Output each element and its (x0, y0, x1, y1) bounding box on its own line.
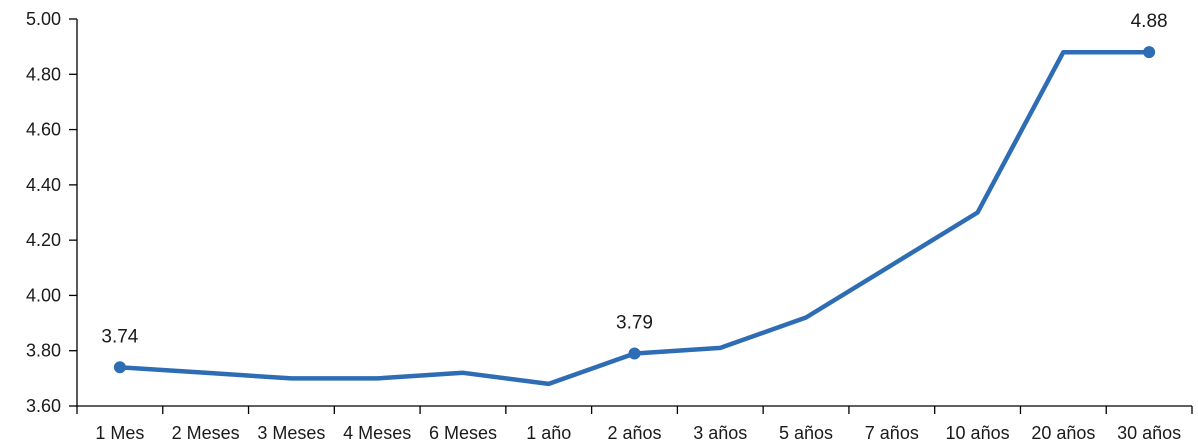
data-label: 3.74 (101, 326, 138, 347)
x-tick-label: 20 años (1031, 423, 1095, 443)
y-tick-label: 4.80 (26, 64, 61, 84)
data-label: 3.79 (616, 312, 653, 333)
x-tick-label: 6 Meses (429, 423, 497, 443)
x-tick-label: 30 años (1117, 423, 1181, 443)
x-tick-label: 2 años (607, 423, 661, 443)
y-tick-label: 3.80 (26, 341, 61, 361)
x-tick-label: 3 Meses (257, 423, 325, 443)
x-tick-label: 2 Meses (172, 423, 240, 443)
y-tick-label: 4.40 (26, 175, 61, 195)
x-tick-label: 1 Mes (95, 423, 144, 443)
axes (69, 18, 1193, 414)
y-tick-label: 3.60 (26, 396, 61, 416)
x-tick-label: 7 años (865, 423, 919, 443)
y-tick-label: 4.20 (26, 230, 61, 250)
tick-labels: 3.60 3.80 4.00 4.20 4.40 4.60 4.80 5.00 1 Mes 2 M… (26, 9, 1181, 443)
y-tick-label: 4.60 (26, 120, 61, 140)
x-tick-label: 1 año (526, 423, 571, 443)
x-tick-label: 10 años (946, 423, 1010, 443)
data-point-marker (628, 347, 641, 360)
x-tick-label: 4 Meses (343, 423, 411, 443)
y-tick-label: 4.00 (26, 285, 61, 305)
series-line (117, 49, 1152, 387)
data-labels: 3.74 3.79 4.88 (101, 11, 1167, 347)
series-layer (113, 46, 1156, 387)
x-tick-label: 5 años (779, 423, 833, 443)
data-point-marker (1143, 46, 1156, 59)
y-tick-label: 5.00 (26, 9, 61, 29)
data-point-marker (113, 361, 126, 374)
x-tick-label: 3 años (693, 423, 747, 443)
data-label: 4.88 (1131, 11, 1168, 32)
